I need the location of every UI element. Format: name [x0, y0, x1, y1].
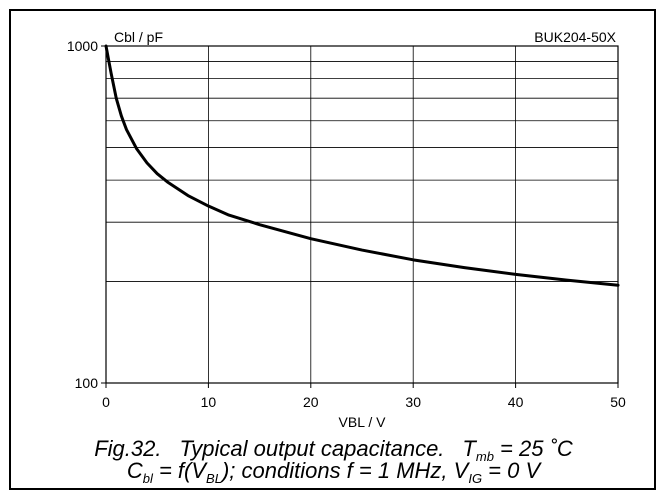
ig-sub: IG: [468, 471, 483, 486]
caption-line-2: Cbl = f(VBL); conditions f = 1 MHz, VIG …: [0, 460, 667, 490]
plot-area: [105, 45, 619, 384]
caption-line-1: Fig.32. Typical output capacitance. Tmb = …: [0, 438, 667, 468]
y-axis-label: Cbl / pF: [114, 29, 163, 45]
conditions-end: = 0 V: [482, 458, 541, 483]
x-tick-label: 0: [102, 394, 110, 410]
cond-t: T: [462, 436, 476, 461]
chart-title: BUK204-50X: [534, 29, 616, 45]
cond-t-val: = 25 ˚C: [493, 436, 573, 461]
series-line: [104, 44, 620, 287]
x-tick-label: 10: [201, 394, 217, 410]
x-tick-label: 40: [508, 394, 524, 410]
conditions-text: ); conditions f = 1 MHz, V: [221, 458, 469, 483]
fig-label: Fig.32.: [94, 436, 162, 461]
func-text: = f(V: [152, 458, 207, 483]
y-tick-label: 100: [75, 375, 99, 391]
y-tick-label: 1000: [67, 38, 98, 54]
c-sub: bl: [142, 471, 153, 486]
c-symbol: C: [126, 458, 143, 483]
x-tick-label: 50: [610, 394, 626, 410]
v-sub: BL: [206, 471, 222, 486]
cond-t-sub: mb: [475, 449, 494, 464]
x-tick-label: 30: [405, 394, 421, 410]
figure-frame: [9, 9, 656, 490]
x-tick-label: 20: [303, 394, 319, 410]
caption-title: Typical output capacitance.: [179, 436, 445, 461]
x-axis-label: VBL / V: [339, 414, 387, 430]
